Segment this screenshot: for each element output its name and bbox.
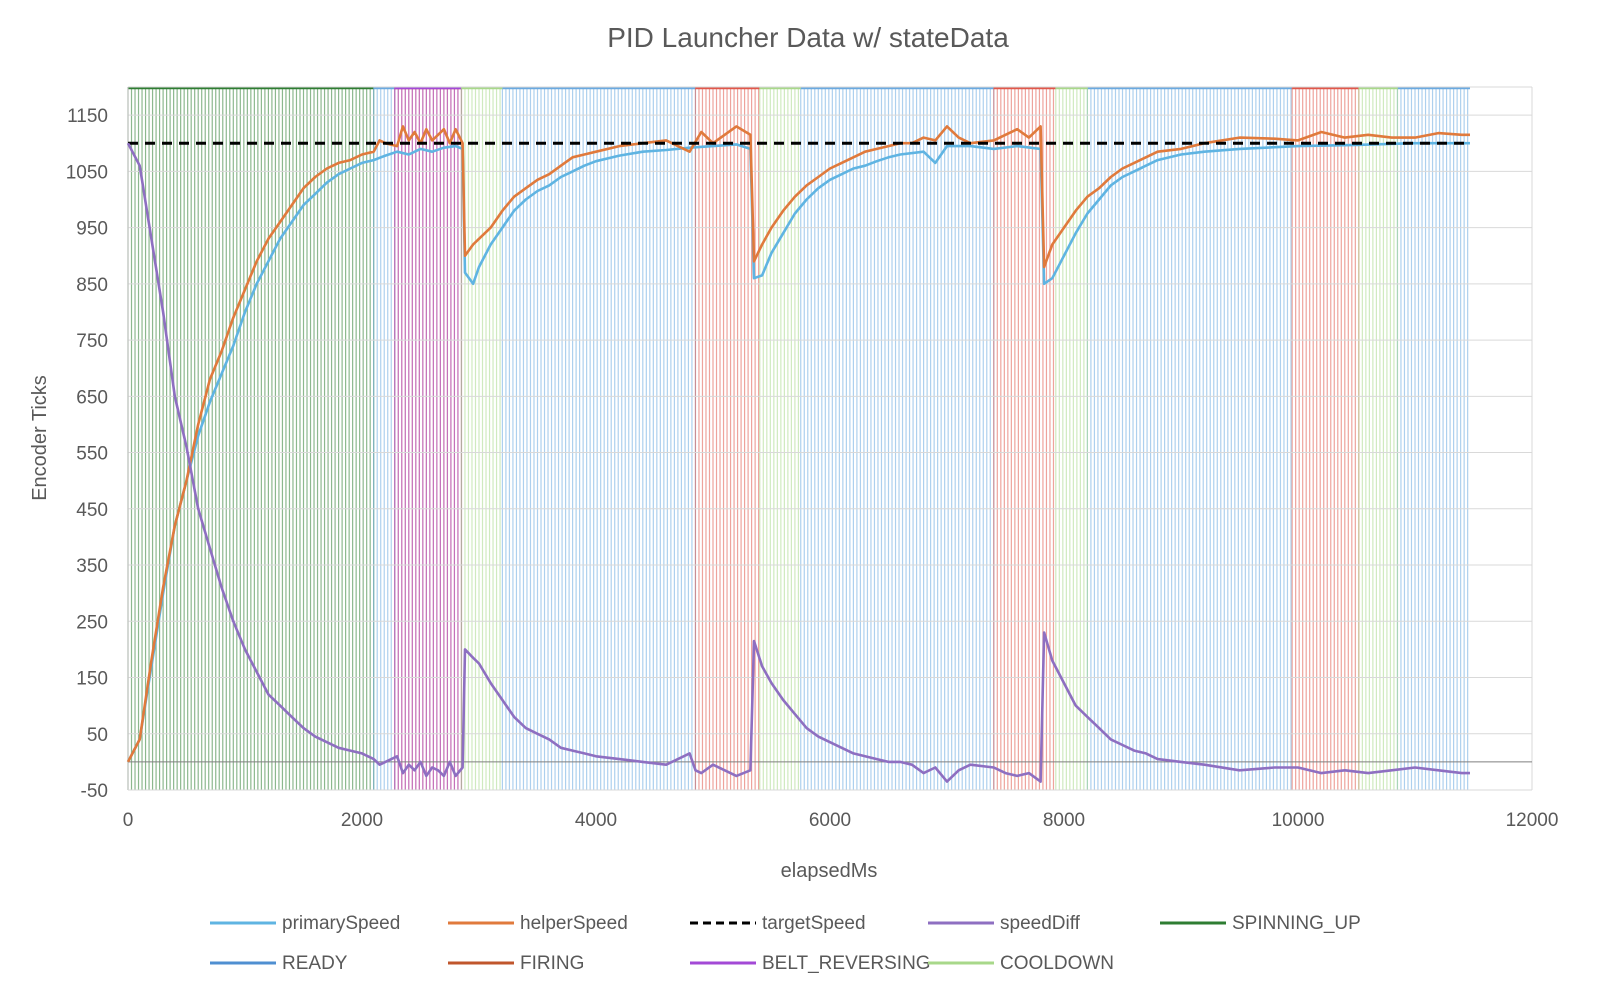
legend-label-targetspeed: targetSpeed (762, 913, 866, 934)
y-tick-label: 250 (76, 612, 108, 633)
y-tick-label: 350 (76, 556, 108, 577)
legend-label-helperspeed: helperSpeed (520, 913, 628, 934)
legend-label-speeddiff: speedDiff (1000, 913, 1081, 934)
y-tick-label: 650 (76, 387, 108, 408)
state-bands (127, 86, 1470, 790)
axes: -50 50 150 250 350 450 550 650 750 850 950 1050 1150… (66, 87, 1559, 831)
x-tick-label: 2000 (341, 810, 383, 831)
x-tick-label: 0 (123, 810, 134, 831)
chart-title: PID Launcher Data w/ stateData (607, 22, 1009, 53)
y-tick-label: 850 (76, 275, 108, 296)
x-tick-label: 4000 (575, 810, 617, 831)
series-lines (126, 125, 1470, 783)
x-tick-label: 10000 (1272, 810, 1325, 831)
y-tick-label: 50 (87, 725, 108, 746)
x-tick-label: 8000 (1043, 810, 1085, 831)
y-tick-label: 750 (76, 331, 108, 352)
gridlines (128, 86, 1533, 791)
y-tick-label: 1150 (67, 106, 108, 127)
legend-label-belt-reversing: BELT_REVERSING (762, 953, 931, 974)
y-tick-label: 450 (76, 500, 108, 521)
legend-label-primaryspeed: primarySpeed (282, 913, 400, 934)
x-axis-title: elapsedMs (781, 860, 878, 882)
legend-label-spinning-up: SPINNING_UP (1232, 913, 1361, 934)
legend-label-firing: FIRING (520, 953, 584, 974)
x-tick-label: 12000 (1506, 810, 1559, 831)
y-axis-title: Encoder Ticks (29, 375, 51, 501)
legend-label-ready: READY (282, 953, 348, 974)
legend: primarySpeed helperSpeed targetSpeed speedD… (210, 913, 1361, 974)
y-tick-label: 150 (76, 669, 108, 690)
legend-label-cooldown: COOLDOWN (1000, 953, 1114, 974)
y-tick-label: 550 (76, 444, 108, 465)
y-tick-label: -50 (81, 781, 108, 802)
series-speeddiff-line (126, 142, 1470, 783)
x-tick-label: 6000 (809, 810, 851, 831)
y-tick-label: 1050 (66, 162, 108, 183)
series-primaryspeed-line (126, 141, 1470, 763)
y-tick-label: 950 (76, 219, 108, 240)
